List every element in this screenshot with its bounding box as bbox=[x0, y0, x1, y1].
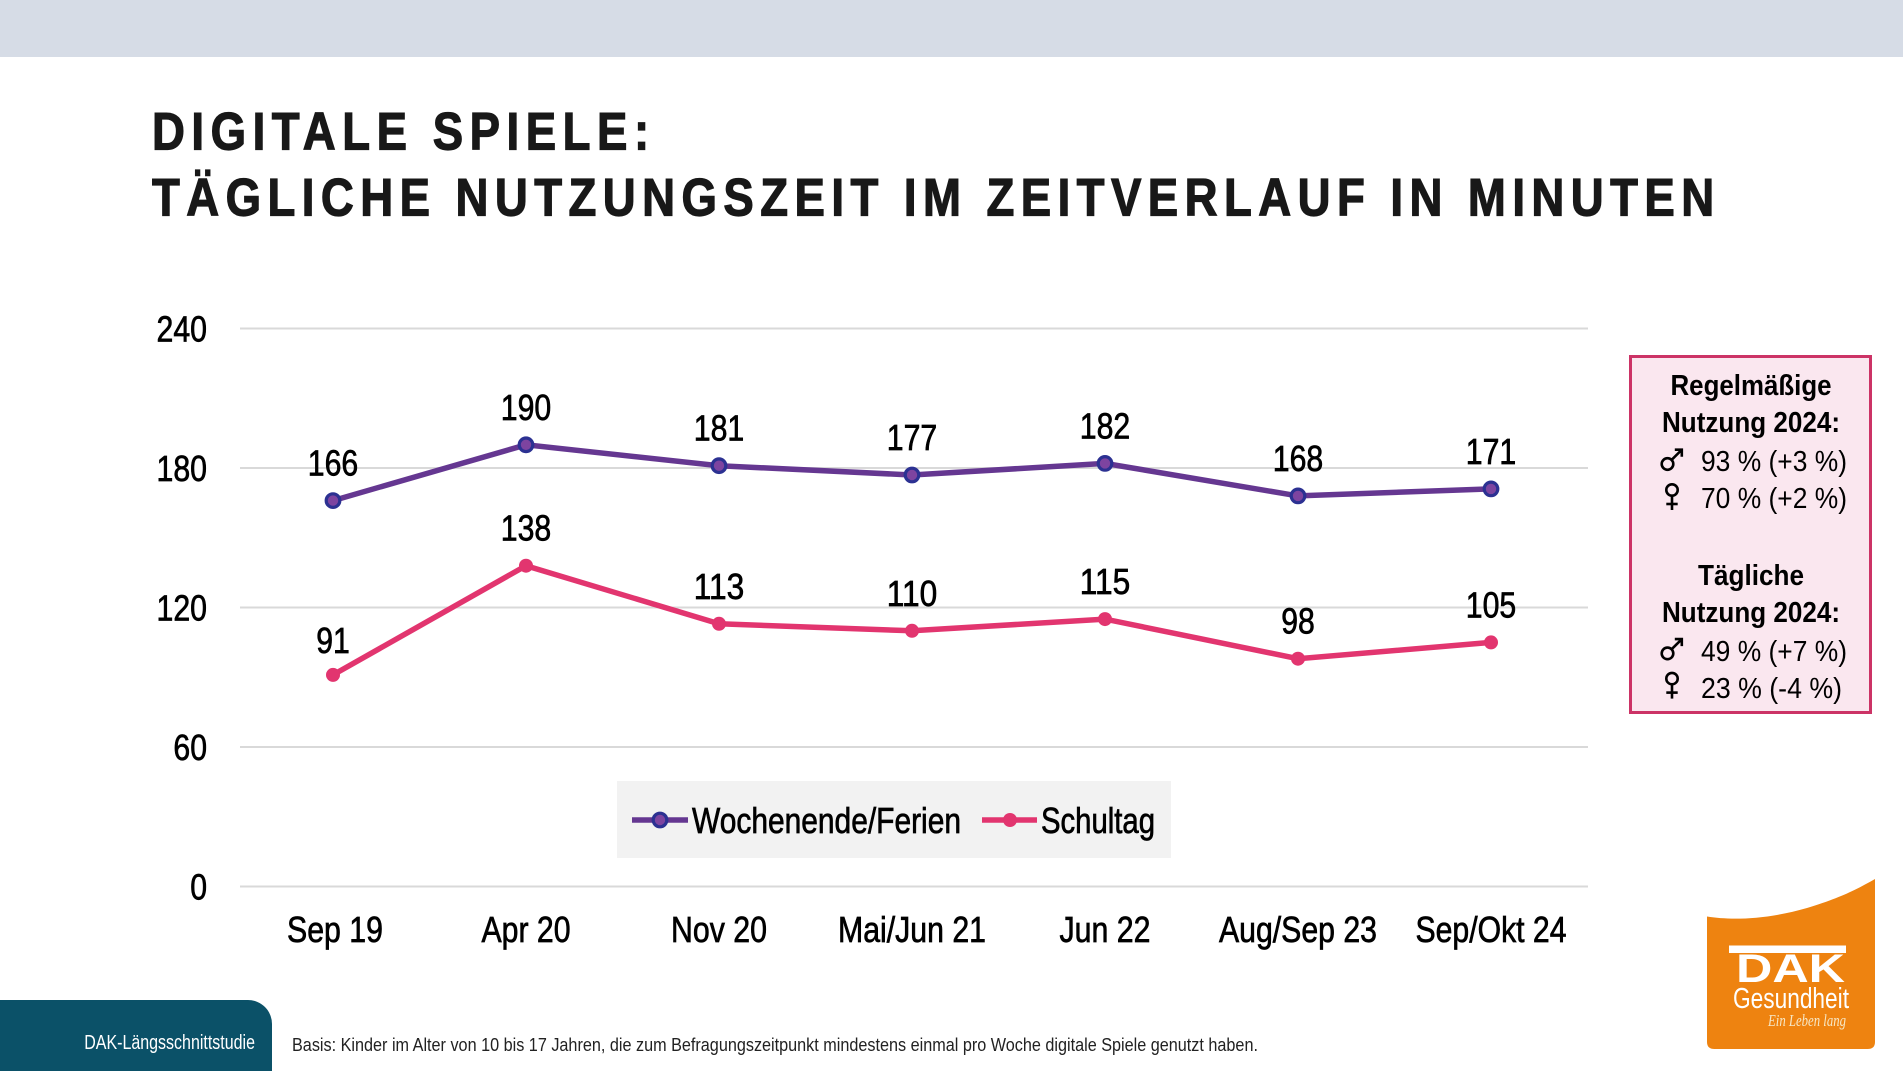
svg-text:Jun 22: Jun 22 bbox=[1060, 909, 1151, 950]
svg-text:113: 113 bbox=[694, 566, 745, 607]
svg-text:168: 168 bbox=[1273, 438, 1324, 479]
svg-text:Ein Leben lang: Ein Leben lang bbox=[1767, 1011, 1846, 1030]
svg-text:Apr 20: Apr 20 bbox=[482, 909, 571, 950]
svg-text:Sep 19: Sep 19 bbox=[287, 909, 383, 950]
svg-text:Regelmäßige: Regelmäßige bbox=[1671, 370, 1832, 402]
svg-text:DAK: DAK bbox=[1736, 947, 1845, 991]
svg-text:180: 180 bbox=[157, 448, 208, 489]
svg-text:110: 110 bbox=[887, 573, 938, 614]
svg-text:Nutzung 2024:: Nutzung 2024: bbox=[1662, 407, 1840, 439]
svg-text:0: 0 bbox=[190, 867, 207, 908]
svg-text:Gesundheit: Gesundheit bbox=[1733, 983, 1849, 1015]
svg-text:Mai/Jun 21: Mai/Jun 21 bbox=[838, 909, 986, 950]
svg-text:120: 120 bbox=[157, 588, 208, 629]
svg-text:93 % (+3 %): 93 % (+3 %) bbox=[1701, 446, 1847, 478]
svg-text:91: 91 bbox=[316, 620, 350, 661]
svg-text:177: 177 bbox=[887, 417, 938, 458]
svg-text:Tägliche: Tägliche bbox=[1698, 560, 1804, 592]
svg-text:138: 138 bbox=[501, 508, 552, 549]
svg-text:23 % (-4 %): 23 % (-4 %) bbox=[1701, 673, 1842, 705]
svg-text:TÄGLICHE NUTZUNGSZEIT IM ZEITV: TÄGLICHE NUTZUNGSZEIT IM ZEITVERLAUF IN … bbox=[152, 168, 1721, 227]
svg-text:Sep/Okt 24: Sep/Okt 24 bbox=[1416, 909, 1567, 950]
svg-text:115: 115 bbox=[1080, 561, 1131, 602]
svg-text:Nutzung 2024:: Nutzung 2024: bbox=[1662, 597, 1840, 629]
svg-text:105: 105 bbox=[1466, 584, 1517, 625]
svg-text:Wochenende/Ferien: Wochenende/Ferien bbox=[692, 800, 961, 841]
svg-text:181: 181 bbox=[694, 408, 745, 449]
svg-text:190: 190 bbox=[501, 387, 552, 428]
svg-text:49 % (+7 %): 49 % (+7 %) bbox=[1701, 636, 1847, 668]
svg-text:98: 98 bbox=[1281, 601, 1315, 642]
svg-text:240: 240 bbox=[157, 309, 208, 350]
svg-text:70 % (+2 %): 70 % (+2 %) bbox=[1701, 483, 1847, 515]
svg-text:Aug/Sep 23: Aug/Sep 23 bbox=[1219, 909, 1377, 950]
svg-text:Schultag: Schultag bbox=[1041, 800, 1155, 841]
svg-text:182: 182 bbox=[1080, 405, 1131, 446]
svg-text:Nov 20: Nov 20 bbox=[671, 909, 767, 950]
svg-text:166: 166 bbox=[308, 443, 359, 484]
svg-text:DIGITALE SPIELE:: DIGITALE SPIELE: bbox=[152, 102, 656, 161]
svg-text:171: 171 bbox=[1466, 431, 1517, 472]
svg-text:60: 60 bbox=[173, 727, 207, 768]
